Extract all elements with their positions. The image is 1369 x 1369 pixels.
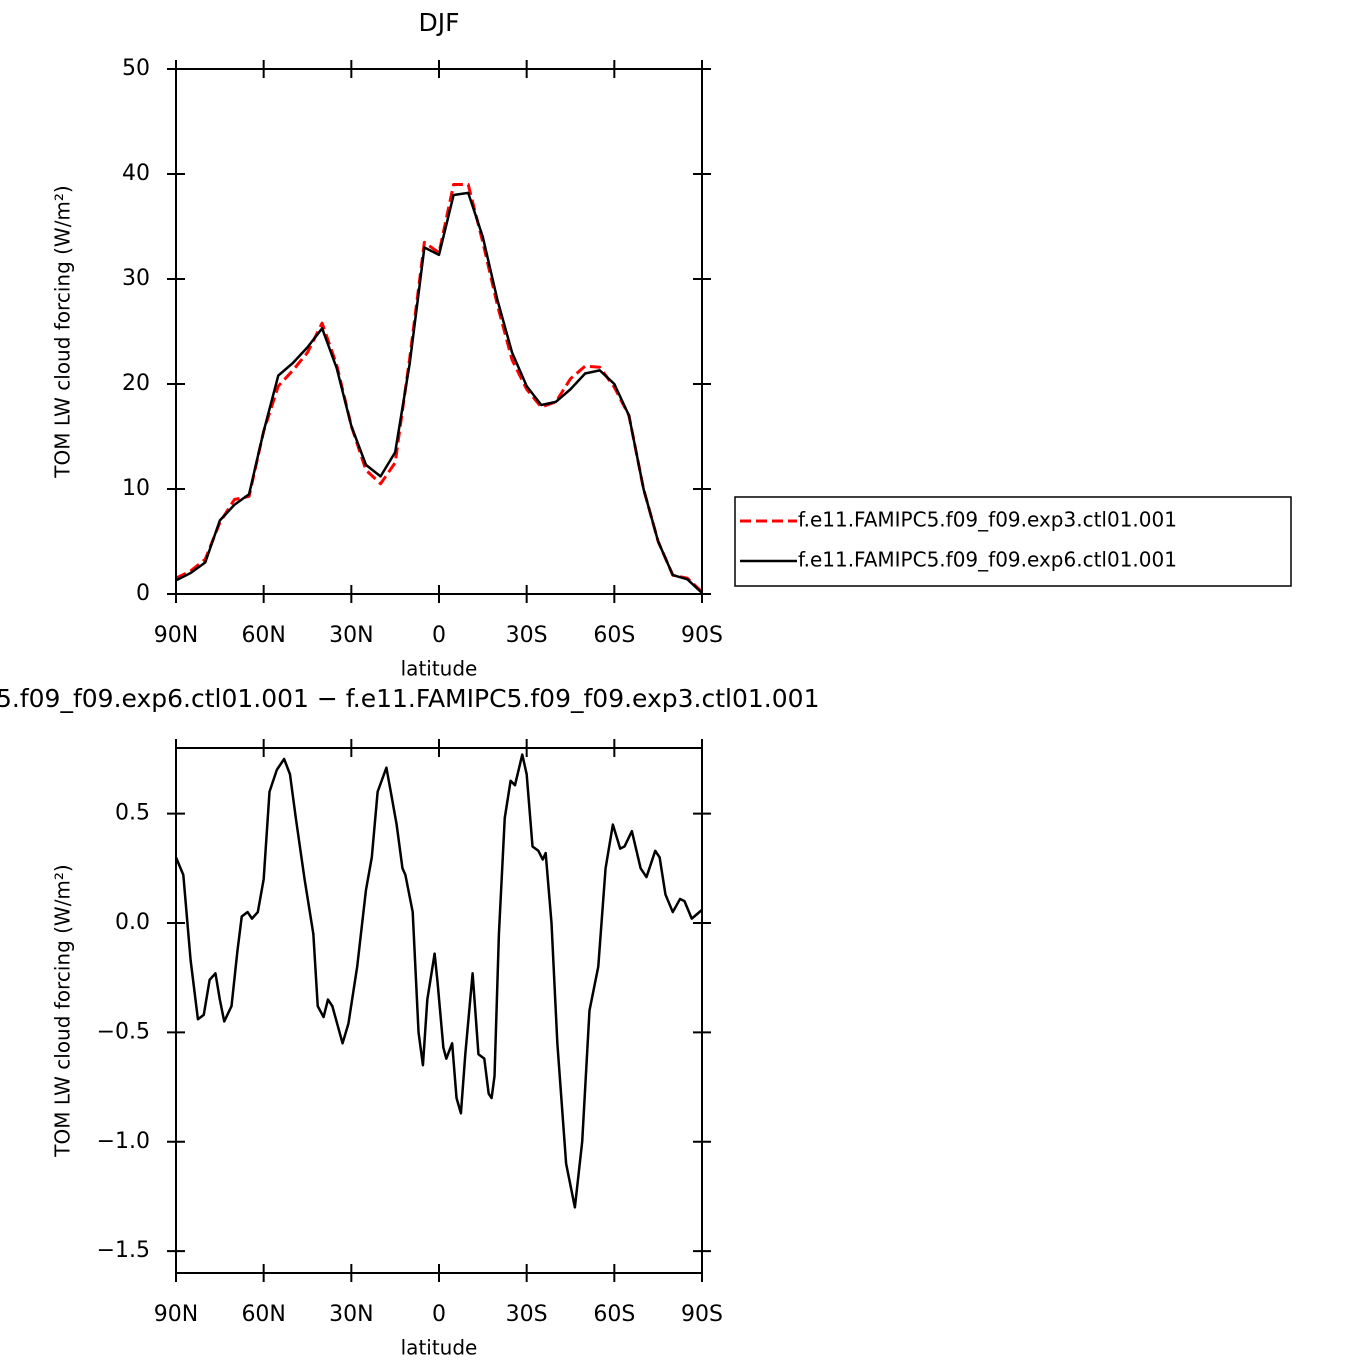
- y-axis-label: TOM LW cloud forcing (W/m²): [51, 185, 75, 479]
- data-line: [174, 753, 703, 1209]
- legend-label: f.e11.FAMIPC5.f09_f09.exp6.ctl01.001: [798, 548, 1177, 572]
- x-tick-label: 60N: [241, 623, 285, 648]
- x-tick-label: 90S: [681, 1302, 723, 1327]
- x-tick-label: 0: [432, 1302, 446, 1327]
- y-tick-label: 0.5: [115, 801, 150, 826]
- legend-label: f.e11.FAMIPC5.f09_f09.exp3.ctl01.001: [798, 508, 1177, 532]
- y-tick-label: 10: [122, 476, 150, 501]
- x-axis-label: latitude: [401, 657, 478, 681]
- x-tick-label: 30S: [506, 1302, 548, 1327]
- x-tick-label: 60S: [593, 1302, 635, 1327]
- x-tick-label: 60S: [593, 623, 635, 648]
- y-tick-label: 0.0: [115, 910, 150, 935]
- x-tick-label: 90N: [154, 623, 198, 648]
- legend-box: [734, 496, 1292, 587]
- plot-frame: [175, 68, 703, 595]
- x-tick-label: 60N: [241, 1302, 285, 1327]
- data-line: [175, 183, 704, 593]
- y-tick-label: 20: [122, 371, 150, 396]
- y-tick-label: 30: [122, 266, 150, 291]
- x-axis-label: latitude: [401, 1336, 478, 1360]
- y-tick-label: 0: [136, 581, 150, 606]
- x-tick-label: 90N: [154, 1302, 198, 1327]
- x-tick-label: 30S: [506, 623, 548, 648]
- data-line: [175, 191, 703, 594]
- x-tick-label: 0: [432, 623, 446, 648]
- x-tick-label: 90S: [681, 623, 723, 648]
- y-tick-label: −1.5: [97, 1238, 150, 1263]
- x-tick-label: 30N: [329, 623, 373, 648]
- x-tick-label: 30N: [329, 1302, 373, 1327]
- y-tick-label: 40: [122, 161, 150, 186]
- y-tick-label: −1.0: [97, 1129, 150, 1154]
- y-axis-label: TOM LW cloud forcing (W/m²): [51, 864, 75, 1158]
- y-tick-label: −0.5: [97, 1019, 150, 1044]
- chart-title: DJF: [418, 8, 459, 37]
- legend: f.e11.FAMIPC5.f09_f09.exp3.ctl01.001 f.e1…: [734, 496, 1292, 587]
- y-tick-label: 50: [122, 56, 150, 81]
- chart-title: 5.f09_f09.exp6.ctl01.001 − f.e11.FAMIPC5…: [0, 684, 819, 713]
